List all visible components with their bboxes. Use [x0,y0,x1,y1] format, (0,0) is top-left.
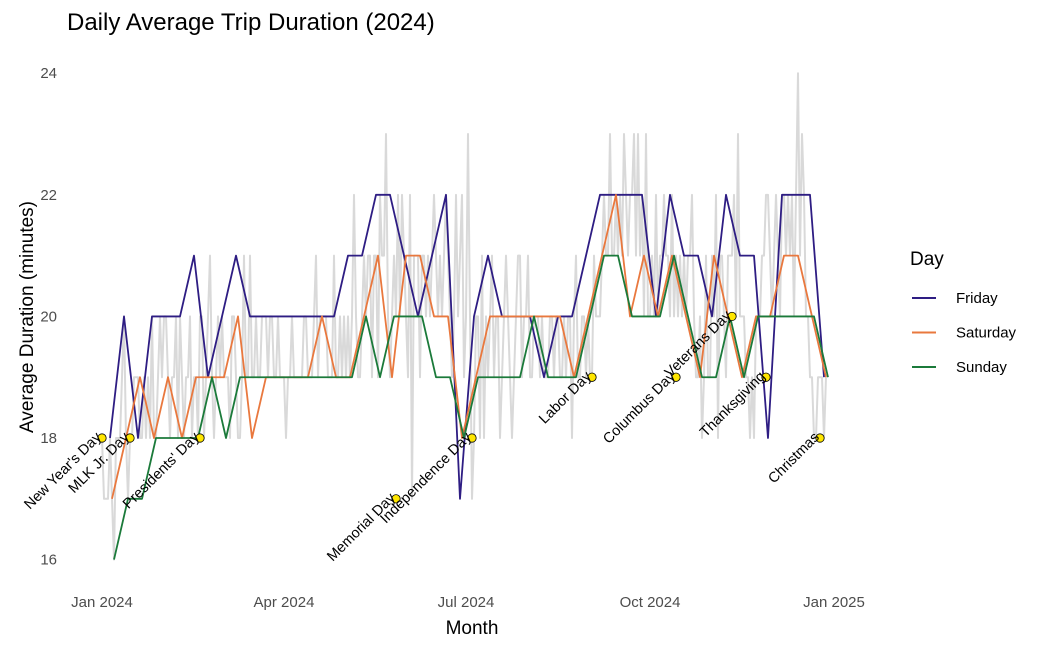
legend-label-friday: Friday [956,290,998,307]
series-line-saturday [111,193,827,500]
holiday-point [671,372,681,382]
legend: Day Friday Saturday Sunday [910,249,1017,376]
y-tick-label: 24 [40,65,57,82]
series-line-friday [109,193,825,500]
x-tick-label: Jul 2024 [438,594,495,611]
legend-title: Day [910,249,944,270]
holiday-point [97,433,107,443]
weekend-series-layer [109,193,829,560]
holiday-point [815,433,825,443]
y-tick-label: 16 [40,552,57,569]
y-tick-label: 22 [40,187,57,204]
y-tick-label: 20 [40,308,57,325]
x-axis-ticks: Jan 2024 Apr 2024 Jul 2024 Oct 2024 Jan 2025 [71,594,865,611]
series-line-sunday [113,254,829,560]
x-tick-label: Oct 2024 [620,594,681,611]
legend-items: Friday Saturday Sunday [912,290,1017,376]
chart-title: Daily Average Trip Duration (2024) [67,9,435,36]
x-axis-title: Month [446,618,499,639]
legend-label-saturday: Saturday [956,325,1017,342]
y-tick-label: 18 [40,430,57,447]
legend-label-sunday: Sunday [956,359,1007,376]
y-axis-title: Average Duration (minutes) [17,201,38,433]
holiday-point [125,433,135,443]
y-axis-ticks: 16 18 20 22 24 [40,65,57,568]
holiday-point [727,311,737,322]
all-days-line [101,72,827,561]
all-days-layer [101,72,827,561]
x-tick-label: Apr 2024 [254,594,315,611]
holiday-point [587,372,597,382]
holiday-point [195,433,205,443]
x-tick-label: Jan 2025 [803,594,865,611]
holiday-point [467,433,477,443]
holiday-point [391,494,401,504]
holiday-point [761,372,771,382]
x-tick-label: Jan 2024 [71,594,133,611]
